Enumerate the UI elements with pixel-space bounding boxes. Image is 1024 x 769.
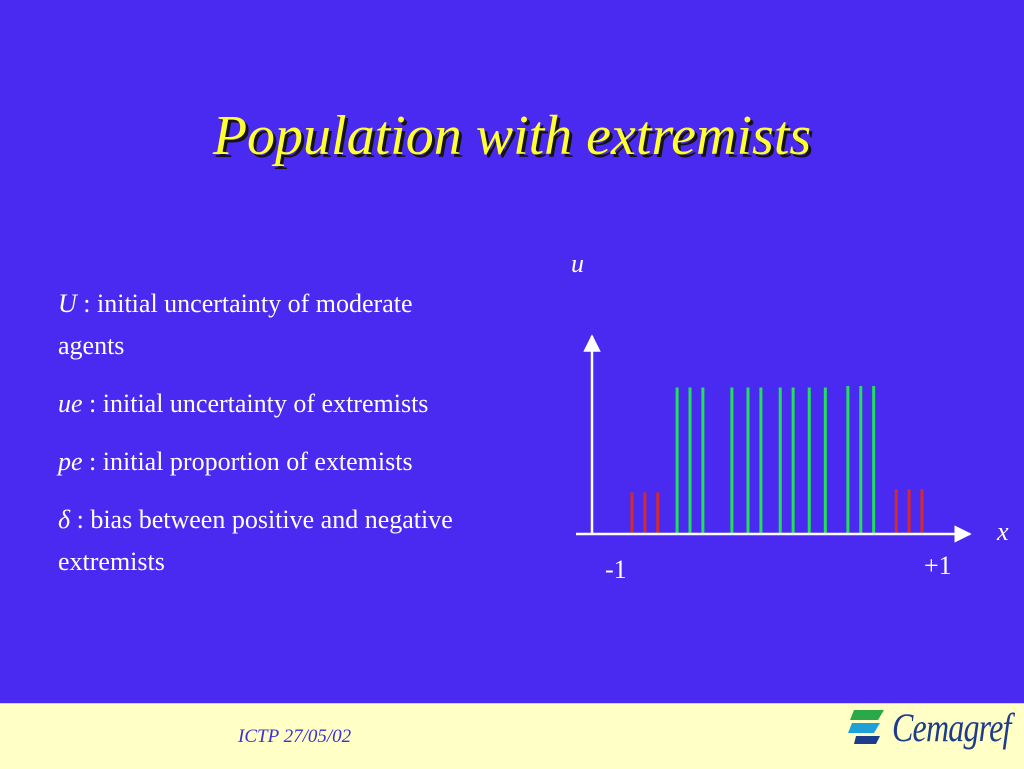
definition-item: ue : initial uncertainty of extremists xyxy=(58,383,478,425)
x-axis-label: x xyxy=(996,517,1009,546)
definition-item: U : initial uncertainty of moderate agen… xyxy=(58,283,478,367)
slide-title: Population with extremists xyxy=(212,105,812,167)
definitions-list: U : initial uncertainty of moderate agen… xyxy=(58,283,478,599)
footer-date: ICTP 27/05/02 xyxy=(238,726,352,747)
cemagref-logo-icon xyxy=(848,710,884,744)
definition-text: : bias between positive and negative ext… xyxy=(58,505,453,576)
x-min-label: -1 xyxy=(605,555,627,584)
definition-symbol: U xyxy=(58,289,77,318)
definition-text: : initial uncertainty of moderate agents xyxy=(58,289,413,360)
definition-text: : initial proportion of extemists xyxy=(82,447,413,476)
definition-symbol: pe xyxy=(58,447,83,476)
definition-item: δ : bias between positive and negative e… xyxy=(58,499,478,583)
bars-group xyxy=(630,386,924,534)
y-axis-label: u xyxy=(571,249,584,278)
definition-symbol: δ xyxy=(58,505,71,534)
logo-text: Cemagref xyxy=(892,705,1011,750)
slide: Population with extremists U : initial u… xyxy=(58,105,1009,599)
x-max-label: +1 xyxy=(924,551,952,580)
definition-text: : initial uncertainty of extremists xyxy=(82,389,429,418)
uncertainty-diagram: u x -1 +1 xyxy=(571,249,1009,584)
definition-item: pe : initial proportion of extemists xyxy=(58,441,478,483)
definition-symbol: ue xyxy=(58,389,83,418)
